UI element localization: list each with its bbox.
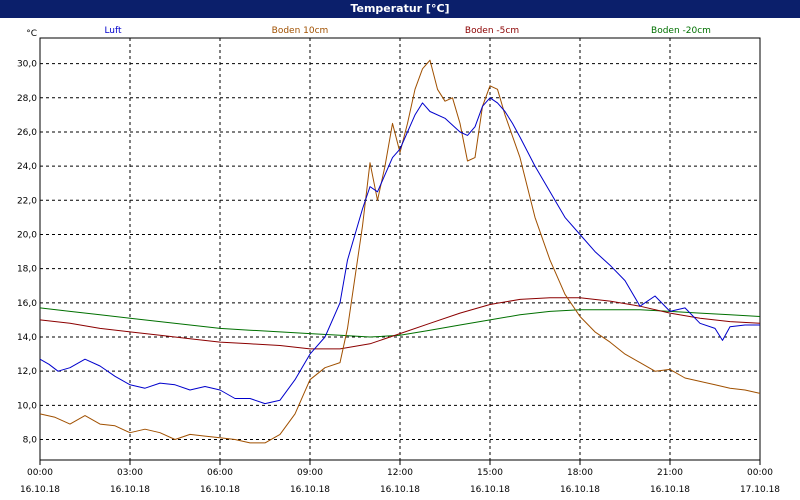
x-tick-time: 00:00 — [27, 468, 53, 478]
x-tick-date: 16.10.18 — [290, 485, 330, 495]
series-line — [39, 97, 760, 405]
x-tick-time: 15:00 — [477, 468, 503, 478]
legend-entry: Boden -5cm — [465, 26, 519, 36]
y-tick-label: 10,0 — [17, 401, 37, 411]
x-tick-date: 16.10.18 — [650, 485, 690, 495]
legend-entry: Luft — [104, 26, 122, 36]
x-tick-time: 21:00 — [657, 468, 683, 478]
y-tick-label: 22,0 — [17, 196, 37, 206]
y-tick-label: 12,0 — [17, 367, 37, 377]
series-line — [39, 59, 761, 444]
y-tick-label: 20,0 — [17, 230, 37, 240]
chart-title: Temperatur [°C] — [0, 0, 800, 18]
y-tick-label: 28,0 — [17, 94, 37, 104]
x-tick-time: 06:00 — [207, 468, 233, 478]
y-tick-label: 24,0 — [17, 162, 37, 172]
x-tick-date: 17.10.18 — [740, 485, 780, 495]
x-tick-date: 16.10.18 — [470, 485, 510, 495]
x-tick-time: 09:00 — [297, 468, 323, 478]
x-tick-date: 16.10.18 — [200, 485, 240, 495]
y-axis-unit: °C — [26, 29, 37, 39]
x-tick-time: 00:00 — [747, 468, 773, 478]
x-tick-date: 16.10.18 — [110, 485, 150, 495]
legend-entry: Boden 10cm — [272, 26, 329, 36]
x-tick-date: 16.10.18 — [560, 485, 600, 495]
series-line — [39, 307, 761, 338]
x-tick-date: 16.10.18 — [20, 485, 60, 495]
y-tick-label: 26,0 — [17, 128, 37, 138]
y-tick-label: 14,0 — [17, 333, 37, 343]
y-tick-label: 18,0 — [17, 265, 37, 275]
legend-entry: Boden -20cm — [651, 26, 711, 36]
y-tick-label: 16,0 — [17, 299, 37, 309]
x-tick-time: 18:00 — [567, 468, 593, 478]
temperature-chart: 8,0 10,0 12,0 14,0 16,0 18,0 20,0 22,0 24,0 26,0 2… — [17, 26, 780, 495]
y-tick-label: 30,0 — [17, 60, 37, 70]
y-tick-label: 8,0 — [23, 435, 38, 445]
x-tick-time: 03:00 — [117, 468, 143, 478]
x-tick-date: 16.10.18 — [380, 485, 420, 495]
x-tick-time: 12:00 — [387, 468, 413, 478]
